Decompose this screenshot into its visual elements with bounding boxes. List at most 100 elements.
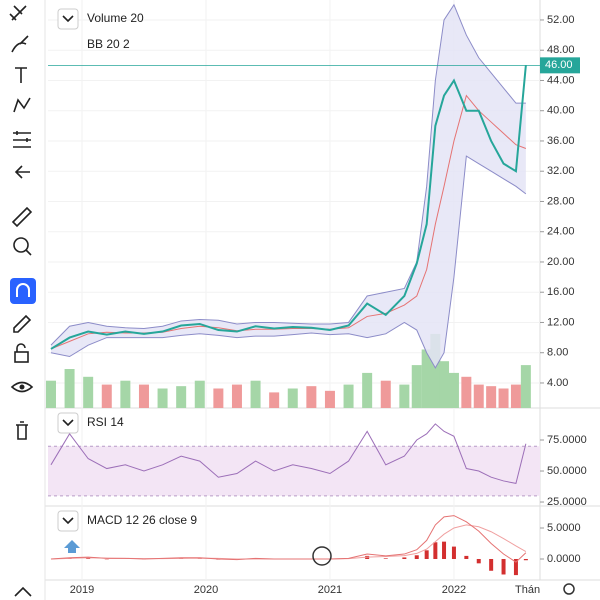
y-tick-label: 5.0000 [547, 522, 581, 534]
macd-histogram-bar [451, 546, 456, 559]
plot-area [45, 0, 540, 580]
lock-shackle [16, 343, 26, 352]
volume-bar [343, 384, 354, 408]
last-price-tag [540, 57, 580, 74]
volume-bar [461, 376, 472, 408]
volume-bar [362, 372, 373, 408]
tool-pattern[interactable] [13, 97, 31, 113]
y-tick-label: 16.00 [547, 286, 575, 298]
tool-pencil[interactable] [13, 314, 32, 333]
app-logo[interactable] [64, 540, 80, 553]
y-tick-label: 44.00 [547, 74, 575, 86]
reset-button[interactable] [312, 546, 332, 566]
magnet-icon [16, 283, 30, 297]
macd-histogram-bar [402, 557, 407, 559]
volume-bar [399, 384, 410, 408]
macd-histogram-bar [464, 555, 469, 559]
toolbar [9, 5, 36, 597]
y-tick-label: 25.0000 [547, 496, 587, 508]
macd-label: MACD 12 26 close 9 [87, 513, 197, 527]
y-tick-label: 0.0000 [547, 553, 581, 565]
volume-bar [430, 333, 441, 408]
volume-bar [473, 384, 484, 408]
macd-histogram-bar [476, 558, 481, 564]
macd-histogram-bar [523, 558, 528, 561]
series-line [50, 65, 527, 350]
volume-label: Volume 20 [87, 11, 144, 25]
volume-bar [324, 390, 335, 408]
volume-bar [138, 384, 149, 408]
volume-bar [439, 361, 450, 408]
y-tick-label: 8.00 [547, 347, 568, 359]
tool-brush[interactable] [11, 35, 29, 53]
rsi-label: RSI 14 [87, 415, 124, 429]
series-line [50, 423, 527, 485]
y-tick-label: 28.00 [547, 195, 575, 207]
macd-histogram-bar [489, 558, 494, 571]
volume-bar [520, 365, 531, 408]
collapse-button[interactable] [57, 412, 79, 434]
rsi-band [48, 446, 540, 496]
volume-bar [45, 380, 56, 408]
volume-bar [231, 384, 242, 408]
x-tick-label: 2021 [318, 584, 342, 596]
y-tick-label: 40.00 [547, 105, 575, 117]
time-unit-label: Thán [515, 584, 540, 596]
y-tick-label: 48.00 [547, 44, 575, 56]
tool-lines[interactable] [9, 5, 27, 21]
volume-bar [411, 365, 422, 408]
collapse-button[interactable] [57, 510, 79, 532]
tool-zoom-handle [25, 249, 32, 256]
x-tick-label: 2022 [442, 584, 466, 596]
volume-bar [306, 386, 317, 408]
x-tick-label: 2019 [70, 584, 94, 596]
chevron [62, 15, 74, 23]
y-tick-label: 32.00 [547, 165, 575, 177]
volume-bar [380, 380, 391, 408]
y-tick-label: 4.00 [547, 377, 568, 389]
macd-histogram-bar [501, 558, 506, 575]
eye-pupil [19, 384, 25, 390]
tool-trash[interactable] [16, 421, 28, 440]
tool-ruler[interactable] [11, 206, 33, 228]
macd-histogram-bar [383, 558, 388, 559]
volume-bar [250, 380, 261, 408]
macd-histogram-bar [414, 555, 419, 559]
macd-histogram-bar [424, 550, 429, 559]
tool-eye[interactable] [10, 381, 34, 393]
tool-zoom[interactable] [13, 237, 29, 253]
volume-bar [510, 384, 521, 408]
y-tick-label: 75.0000 [547, 434, 587, 446]
volume-bar [448, 372, 459, 408]
volume-bar [269, 392, 280, 408]
tool-forecast[interactable] [13, 131, 31, 148]
tool-magnet[interactable] [10, 278, 36, 304]
x-tick-label: 2020 [194, 584, 218, 596]
collapse-button[interactable] [57, 8, 79, 30]
volume-bar [498, 388, 509, 408]
settings-button[interactable] [563, 583, 575, 595]
y-tick-label: 50.0000 [547, 465, 587, 477]
chevron [62, 517, 74, 525]
volume-bar [421, 349, 432, 408]
tool-text[interactable] [15, 67, 27, 83]
macd-histogram-bar [86, 558, 91, 559]
macd-histogram-bar [513, 558, 518, 576]
volume-bar [176, 386, 187, 408]
volume-bar [120, 380, 131, 408]
volume-bar [486, 386, 497, 408]
series-line [50, 3, 526, 346]
chevron [62, 419, 74, 427]
macd-histogram-bar [442, 541, 447, 559]
tool-back[interactable] [14, 165, 30, 179]
volume-bar [213, 388, 224, 408]
y-tick-label: 52.00 [547, 14, 575, 26]
last-price-label: 46.00 [545, 59, 573, 71]
tool-more[interactable] [14, 586, 32, 597]
y-tick-label: 24.00 [547, 226, 575, 238]
tool-lock[interactable] [14, 351, 29, 363]
y-tick-label: 12.00 [547, 316, 575, 328]
volume-bar [101, 384, 112, 408]
